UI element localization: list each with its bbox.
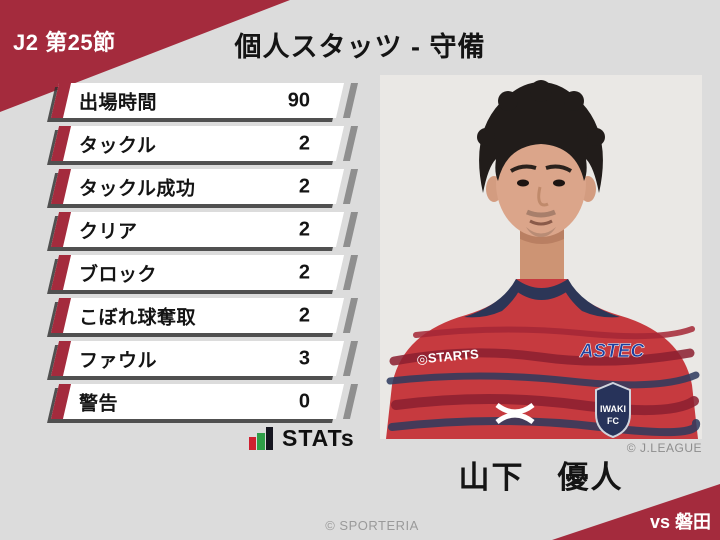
stat-label: ファウル [79, 350, 158, 371]
stat-label: クリア [79, 221, 138, 242]
stat-value: 0 [298, 390, 310, 412]
stats-list: 出場時間 90 タックル 2 タックル成功 2 クリア 2 [50, 83, 359, 427]
stat-value: 3 [298, 347, 310, 369]
jersey-collar [516, 279, 568, 300]
sporteria-credit: © SPORTERIA [325, 518, 419, 533]
crest-text-line1: IWAKI [600, 404, 626, 414]
jersey-sponsor-right-text: ASTEC [579, 341, 645, 362]
photo-credit: © J.LEAGUE [626, 441, 702, 455]
gray-slash-icon [342, 255, 359, 290]
eyebrow-right [545, 164, 573, 173]
gray-slash-icon [342, 384, 359, 419]
mustache [526, 209, 556, 218]
stat-label: 出場時間 [79, 92, 158, 113]
streak [413, 326, 695, 340]
stats-logo-text: STATs [282, 425, 355, 451]
bar-chart-icon-green [257, 433, 265, 450]
gray-slash-icon [342, 169, 359, 204]
streak [391, 394, 699, 416]
jersey-streak-pattern [386, 326, 701, 437]
stat-value: 2 [298, 304, 310, 326]
gray-slash-icon [342, 126, 359, 161]
hair-curl [530, 80, 552, 102]
stat-row-fouls: ファウル 3 [50, 341, 359, 376]
eye-left [517, 179, 529, 187]
stat-row-tackles-won: タックル成功 2 [50, 169, 359, 204]
stat-label: ブロック [79, 264, 158, 285]
under-armour-logo-icon [495, 402, 535, 425]
matchday-badge: J2 第25節 [13, 30, 116, 55]
stat-row-playing-time: 出場時間 90 [50, 83, 359, 118]
stat-value: 2 [298, 261, 310, 283]
streak [388, 417, 701, 437]
opponent-badge: vs 磐田 [649, 512, 711, 532]
hair-curl [477, 128, 495, 146]
stat-row-tackles: タックル 2 [50, 126, 359, 161]
stat-row-blocks: ブロック 2 [50, 255, 359, 290]
ua-arc-top [495, 402, 535, 415]
player-head [477, 80, 605, 237]
player-name: 山下 優人 [458, 460, 624, 495]
crest-shield [595, 381, 631, 439]
mouth [529, 219, 553, 226]
stat-label: こぼれ球奪取 [79, 307, 197, 328]
player-photo: ◎STARTS ASTEC IWAKI FC [380, 75, 702, 439]
page-title: 個人スタッツ - 守備 [234, 32, 486, 62]
hair-curl [587, 128, 605, 146]
stat-label: タックル [79, 135, 157, 156]
eyebrow-left [509, 164, 537, 173]
stat-label: タックル成功 [79, 178, 196, 199]
stat-row-clearances: クリア 2 [50, 212, 359, 247]
gray-slash-icon [342, 298, 359, 333]
player-face [496, 129, 586, 237]
hair-curl [498, 91, 518, 111]
crest-text-line2: FC [607, 416, 619, 426]
stat-value: 2 [298, 175, 310, 197]
stat-row-yellow-cards: 警告 0 [50, 384, 359, 419]
bar-chart-icon-red [249, 437, 256, 450]
player-jersey: ◎STARTS ASTEC IWAKI FC [386, 279, 701, 439]
stat-value: 2 [298, 218, 310, 240]
ua-arc-bottom [495, 412, 535, 425]
streak [386, 371, 700, 389]
stat-row-loose-ball-recoveries: こぼれ球奪取 2 [50, 298, 359, 333]
nose [537, 186, 549, 207]
stat-value: 2 [298, 132, 310, 154]
eye-right [553, 179, 565, 187]
stat-label: 警告 [79, 393, 119, 414]
club-crest: IWAKI FC [595, 381, 631, 439]
gray-slash-icon [342, 341, 359, 376]
jersey-sponsor-left-text: ◎STARTS [416, 346, 480, 366]
stats-logo: STATs [249, 424, 355, 450]
gray-slash-icon [342, 83, 359, 118]
stat-value: 90 [287, 89, 310, 111]
chin-beard-shade [526, 227, 556, 237]
streak [389, 348, 695, 366]
bar-chart-icon-dark [266, 427, 273, 450]
hair-curl [564, 91, 584, 111]
player-illustration: ◎STARTS ASTEC IWAKI FC [380, 75, 702, 439]
gray-slash-icon [342, 212, 359, 247]
